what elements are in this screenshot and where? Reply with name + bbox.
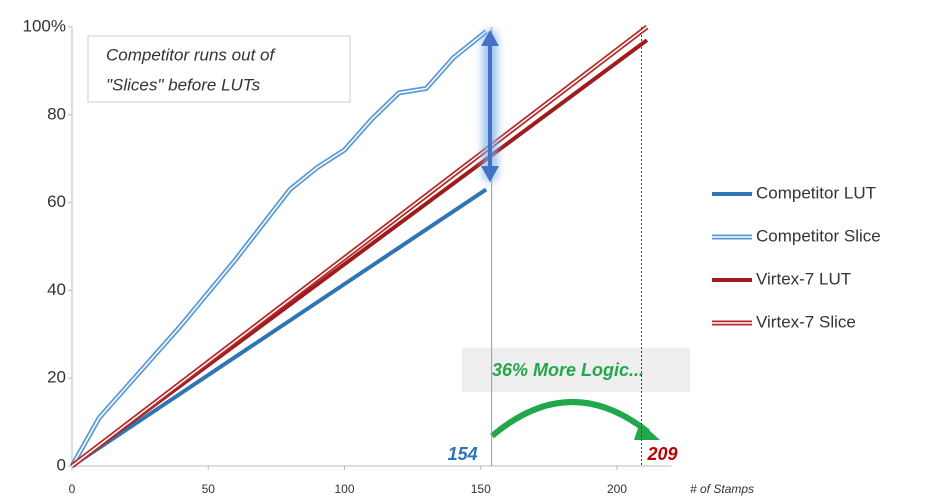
y-tick-label: 80 — [47, 104, 66, 123]
series-line — [70, 187, 488, 468]
gap-arrow — [481, 30, 499, 182]
x-tick-label: 50 — [202, 482, 216, 496]
x-axis-label: # of Stamps — [690, 482, 754, 496]
legend-label: Virtex-7 Slice — [756, 312, 856, 331]
marker-label: 154 — [448, 444, 478, 464]
x-tick-label: 150 — [471, 482, 491, 496]
callout-arrow — [490, 399, 650, 439]
legend-label: Competitor LUT — [756, 183, 876, 202]
x-tick-label: 200 — [607, 482, 627, 496]
note-line: "Slices" before LUTs — [106, 75, 261, 94]
callout-box — [462, 348, 690, 392]
x-tick-label: 100 — [334, 482, 354, 496]
y-tick-label: 40 — [47, 280, 66, 299]
note-line: Competitor runs out of — [106, 45, 276, 64]
note-box — [87, 35, 351, 103]
y-tick-label: 60 — [47, 192, 66, 211]
legend-label: Virtex-7 LUT — [756, 269, 851, 288]
line-highlight — [71, 30, 487, 467]
callout-arrowhead — [634, 422, 660, 440]
line-highlight — [71, 26, 648, 467]
y-tick-label: 0 — [57, 455, 66, 474]
legend-label: Competitor Slice — [756, 226, 881, 245]
callout: 36% More Logic... — [492, 360, 644, 380]
x-tick-label: 0 — [69, 482, 76, 496]
y-tick-label: 100% — [23, 16, 66, 35]
y-tick-label: 20 — [47, 368, 66, 387]
marker-label: 209 — [647, 444, 678, 464]
